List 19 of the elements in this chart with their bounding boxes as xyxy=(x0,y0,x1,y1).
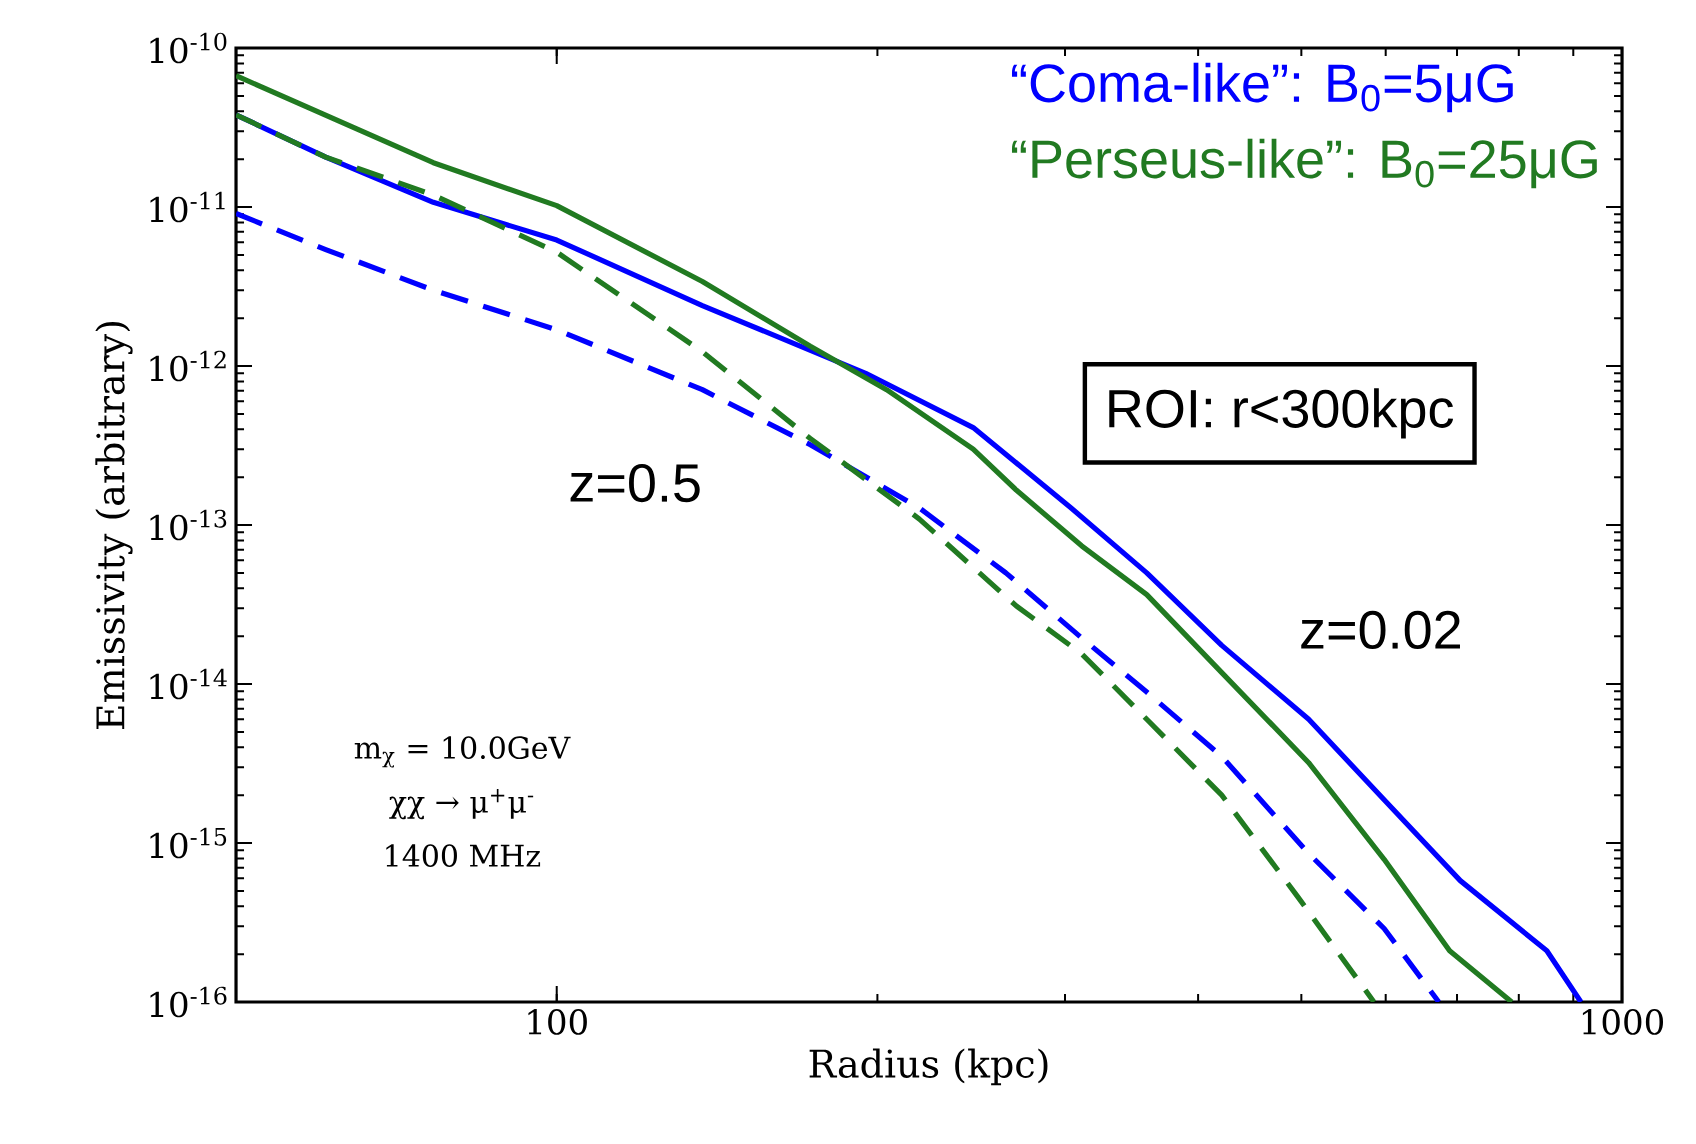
annotation: z=0.02 xyxy=(1301,610,1460,650)
x-axis-title: Radius (kpc) xyxy=(809,1048,1048,1086)
y-tick-label: 10$^{-11}$ xyxy=(150,191,225,223)
text: “Perseus-like”: B$_{0}$=25μG xyxy=(1011,138,1597,189)
annotation: χχ → μ$^{+}$μ$^{-}$ xyxy=(389,789,534,820)
y-tick-label: 10$^{-10}$ xyxy=(150,32,227,64)
annotation: z=0.5 xyxy=(570,463,700,503)
y-tick-label: 10$^{-13}$ xyxy=(150,509,227,541)
x-tick-label: 100 xyxy=(528,1009,587,1035)
y-axis-title: Emissivity (arbitrary) xyxy=(95,321,133,730)
y-tick-label: 10$^{-12}$ xyxy=(150,350,226,382)
y-tick-label: 10$^{-14}$ xyxy=(150,668,227,700)
y-tick-label: 10$^{-16}$ xyxy=(150,986,227,1018)
x-tick-label: 1000 xyxy=(1582,1009,1664,1035)
annotation: 1400 MHz xyxy=(386,844,541,868)
annotation: m$_{χ}$ = 10.0GeV xyxy=(354,736,571,768)
text: “Coma-like”: B$_{0}$=5μG xyxy=(1011,62,1513,113)
y-tick-label: 10$^{-15}$ xyxy=(150,827,227,859)
annotation: ROI: r<300kpc xyxy=(1109,388,1454,439)
